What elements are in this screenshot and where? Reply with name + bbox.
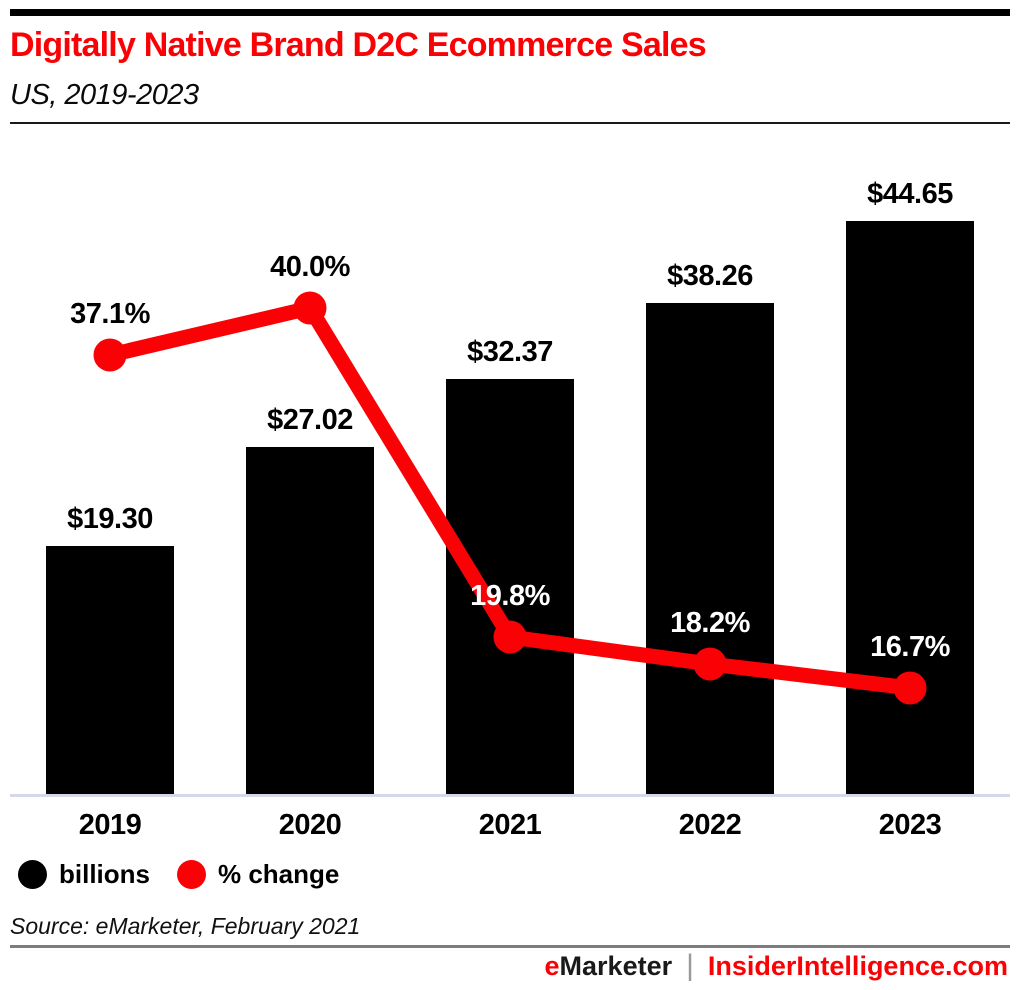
bar-2022 [646, 303, 774, 794]
pct-label-2021: 19.8% [470, 580, 550, 612]
legend-swatch-icon [177, 860, 206, 889]
x-axis-label-2023: 2023 [878, 809, 942, 841]
bar-value-label-2019: $19.30 [67, 503, 153, 535]
brand-accent-letter: e [544, 950, 560, 981]
legend-item-billions: billions [18, 860, 150, 889]
legend-label: billions [59, 859, 150, 889]
pct-label-2019: 37.1% [70, 298, 150, 330]
line-point-2020 [293, 291, 327, 325]
legend: billions % change [18, 860, 518, 890]
x-axis-label-2020: 2020 [278, 809, 342, 841]
bar-value-label-2020: $27.02 [267, 404, 353, 436]
bar-2023 [846, 221, 974, 794]
footer-brand: eMarketer | InsiderIntelligence.com [545, 951, 1008, 981]
pct-label-2022: 18.2% [670, 607, 750, 639]
pct-label-2023: 16.7% [870, 631, 950, 663]
line-point-2019 [93, 338, 127, 372]
bar-2019 [46, 546, 174, 794]
brand-site-url: InsiderIntelligence.com [707, 950, 1008, 981]
legend-item-pct-change: % change [177, 860, 339, 889]
brand-separator: | [686, 949, 694, 982]
chart-title: Digitally Native Brand D2C Ecommerce Sal… [10, 26, 707, 64]
top-accent-bar [10, 9, 1010, 16]
x-axis-label-2022: 2022 [678, 809, 742, 841]
x-axis-label-2019: 2019 [78, 809, 142, 841]
legend-swatch-icon [18, 860, 47, 889]
bar-value-label-2023: $44.65 [867, 178, 953, 210]
brand-name-rest: Marketer [559, 950, 673, 981]
bar-value-label-2021: $32.37 [467, 336, 553, 368]
bar-value-label-2022: $38.26 [667, 260, 753, 292]
footer-divider [10, 945, 1010, 948]
source-note: Source: eMarketer, February 2021 [10, 913, 361, 939]
pct-label-2020: 40.0% [270, 251, 350, 283]
chart-subtitle: US, 2019-2023 [10, 79, 199, 111]
x-axis-label-2021: 2021 [478, 809, 542, 841]
bar-2020 [246, 447, 374, 794]
header-divider [10, 122, 1010, 124]
legend-label: % change [218, 859, 340, 889]
chart-baseline [10, 794, 1010, 797]
brand-emarketer: eMarketer [544, 950, 673, 981]
